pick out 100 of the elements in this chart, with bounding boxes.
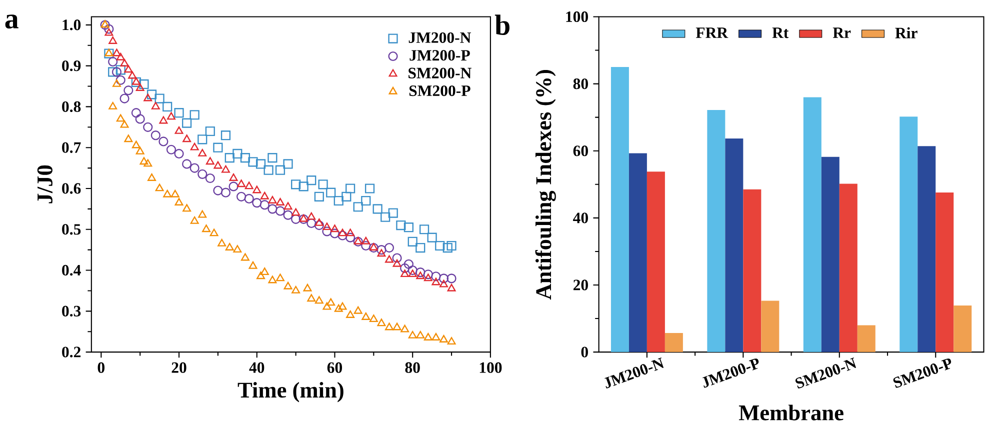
point (140, 157, 148, 165)
point (120, 59, 129, 67)
point (408, 331, 417, 339)
point (108, 36, 118, 44)
point (446, 241, 456, 251)
legend-label: Rir (895, 27, 918, 38)
point (148, 174, 156, 182)
point (112, 48, 121, 56)
point (166, 145, 176, 155)
point (362, 312, 370, 320)
point (284, 202, 292, 210)
point (342, 192, 352, 202)
point (306, 176, 316, 186)
point (385, 255, 394, 263)
point (174, 198, 184, 206)
y-axis-title: Antifouling Indexes (%) (535, 70, 556, 300)
point (268, 204, 278, 214)
point (174, 126, 184, 134)
y-axis-title: J/J0 (37, 166, 52, 204)
point (232, 149, 242, 159)
point (419, 224, 430, 234)
point (408, 270, 417, 278)
point (240, 253, 250, 261)
y-tick-label: 100 (566, 12, 588, 22)
point (346, 184, 356, 194)
point (292, 286, 300, 294)
point (380, 212, 390, 222)
point (159, 116, 168, 124)
point (252, 186, 262, 194)
point (202, 224, 210, 232)
point (252, 198, 262, 208)
point (322, 226, 332, 236)
point (416, 243, 426, 253)
point (408, 266, 418, 276)
point (225, 243, 234, 251)
bar (761, 300, 780, 352)
point (182, 118, 192, 128)
legend-label: JM200-P (410, 50, 470, 61)
y-tick-label: 0.5 (62, 224, 81, 235)
point (364, 184, 375, 194)
point (400, 264, 410, 274)
y-tick-label: 0.7 (62, 142, 81, 154)
point (143, 122, 153, 132)
y-tick-label: 0.2 (62, 346, 80, 358)
point (404, 260, 414, 270)
point (291, 180, 301, 190)
point (144, 94, 152, 102)
point (346, 310, 355, 318)
point (377, 249, 386, 257)
point (275, 206, 286, 216)
point (408, 237, 418, 247)
point (268, 153, 278, 163)
point (233, 245, 242, 253)
point (104, 24, 114, 34)
point (291, 214, 301, 224)
bar (743, 190, 762, 352)
x-tick-label: 100 (480, 362, 502, 374)
point (314, 218, 324, 226)
point (198, 149, 207, 157)
point (400, 270, 410, 278)
legend-label: Rt (772, 28, 789, 38)
point (229, 174, 238, 182)
point (205, 174, 215, 184)
point (283, 159, 293, 169)
point (264, 165, 274, 176)
point (338, 228, 347, 236)
point (306, 218, 316, 228)
point (108, 57, 118, 67)
point (432, 278, 440, 286)
point (256, 272, 265, 280)
point (338, 230, 348, 241)
point (182, 204, 192, 212)
point (135, 114, 145, 124)
point (334, 196, 344, 206)
legend-label: JM200-N (408, 32, 471, 44)
legend-label: SM200-P (409, 86, 470, 96)
point (124, 86, 134, 96)
point (416, 331, 425, 339)
bar (918, 146, 936, 352)
point (198, 170, 208, 180)
point (416, 272, 425, 280)
point (116, 76, 126, 86)
point (124, 65, 133, 73)
point (392, 260, 402, 268)
point (237, 180, 246, 188)
point (170, 190, 180, 198)
point (416, 268, 426, 278)
point (155, 184, 164, 192)
point (268, 196, 277, 204)
point (132, 140, 140, 148)
point (154, 94, 164, 104)
bar (857, 325, 876, 352)
point (139, 80, 149, 90)
text: b (494, 14, 510, 36)
x-axis-title: Time (min) (238, 382, 344, 402)
point (224, 153, 234, 163)
point (198, 210, 207, 218)
point (275, 165, 286, 176)
point (260, 268, 269, 276)
point (307, 212, 316, 220)
